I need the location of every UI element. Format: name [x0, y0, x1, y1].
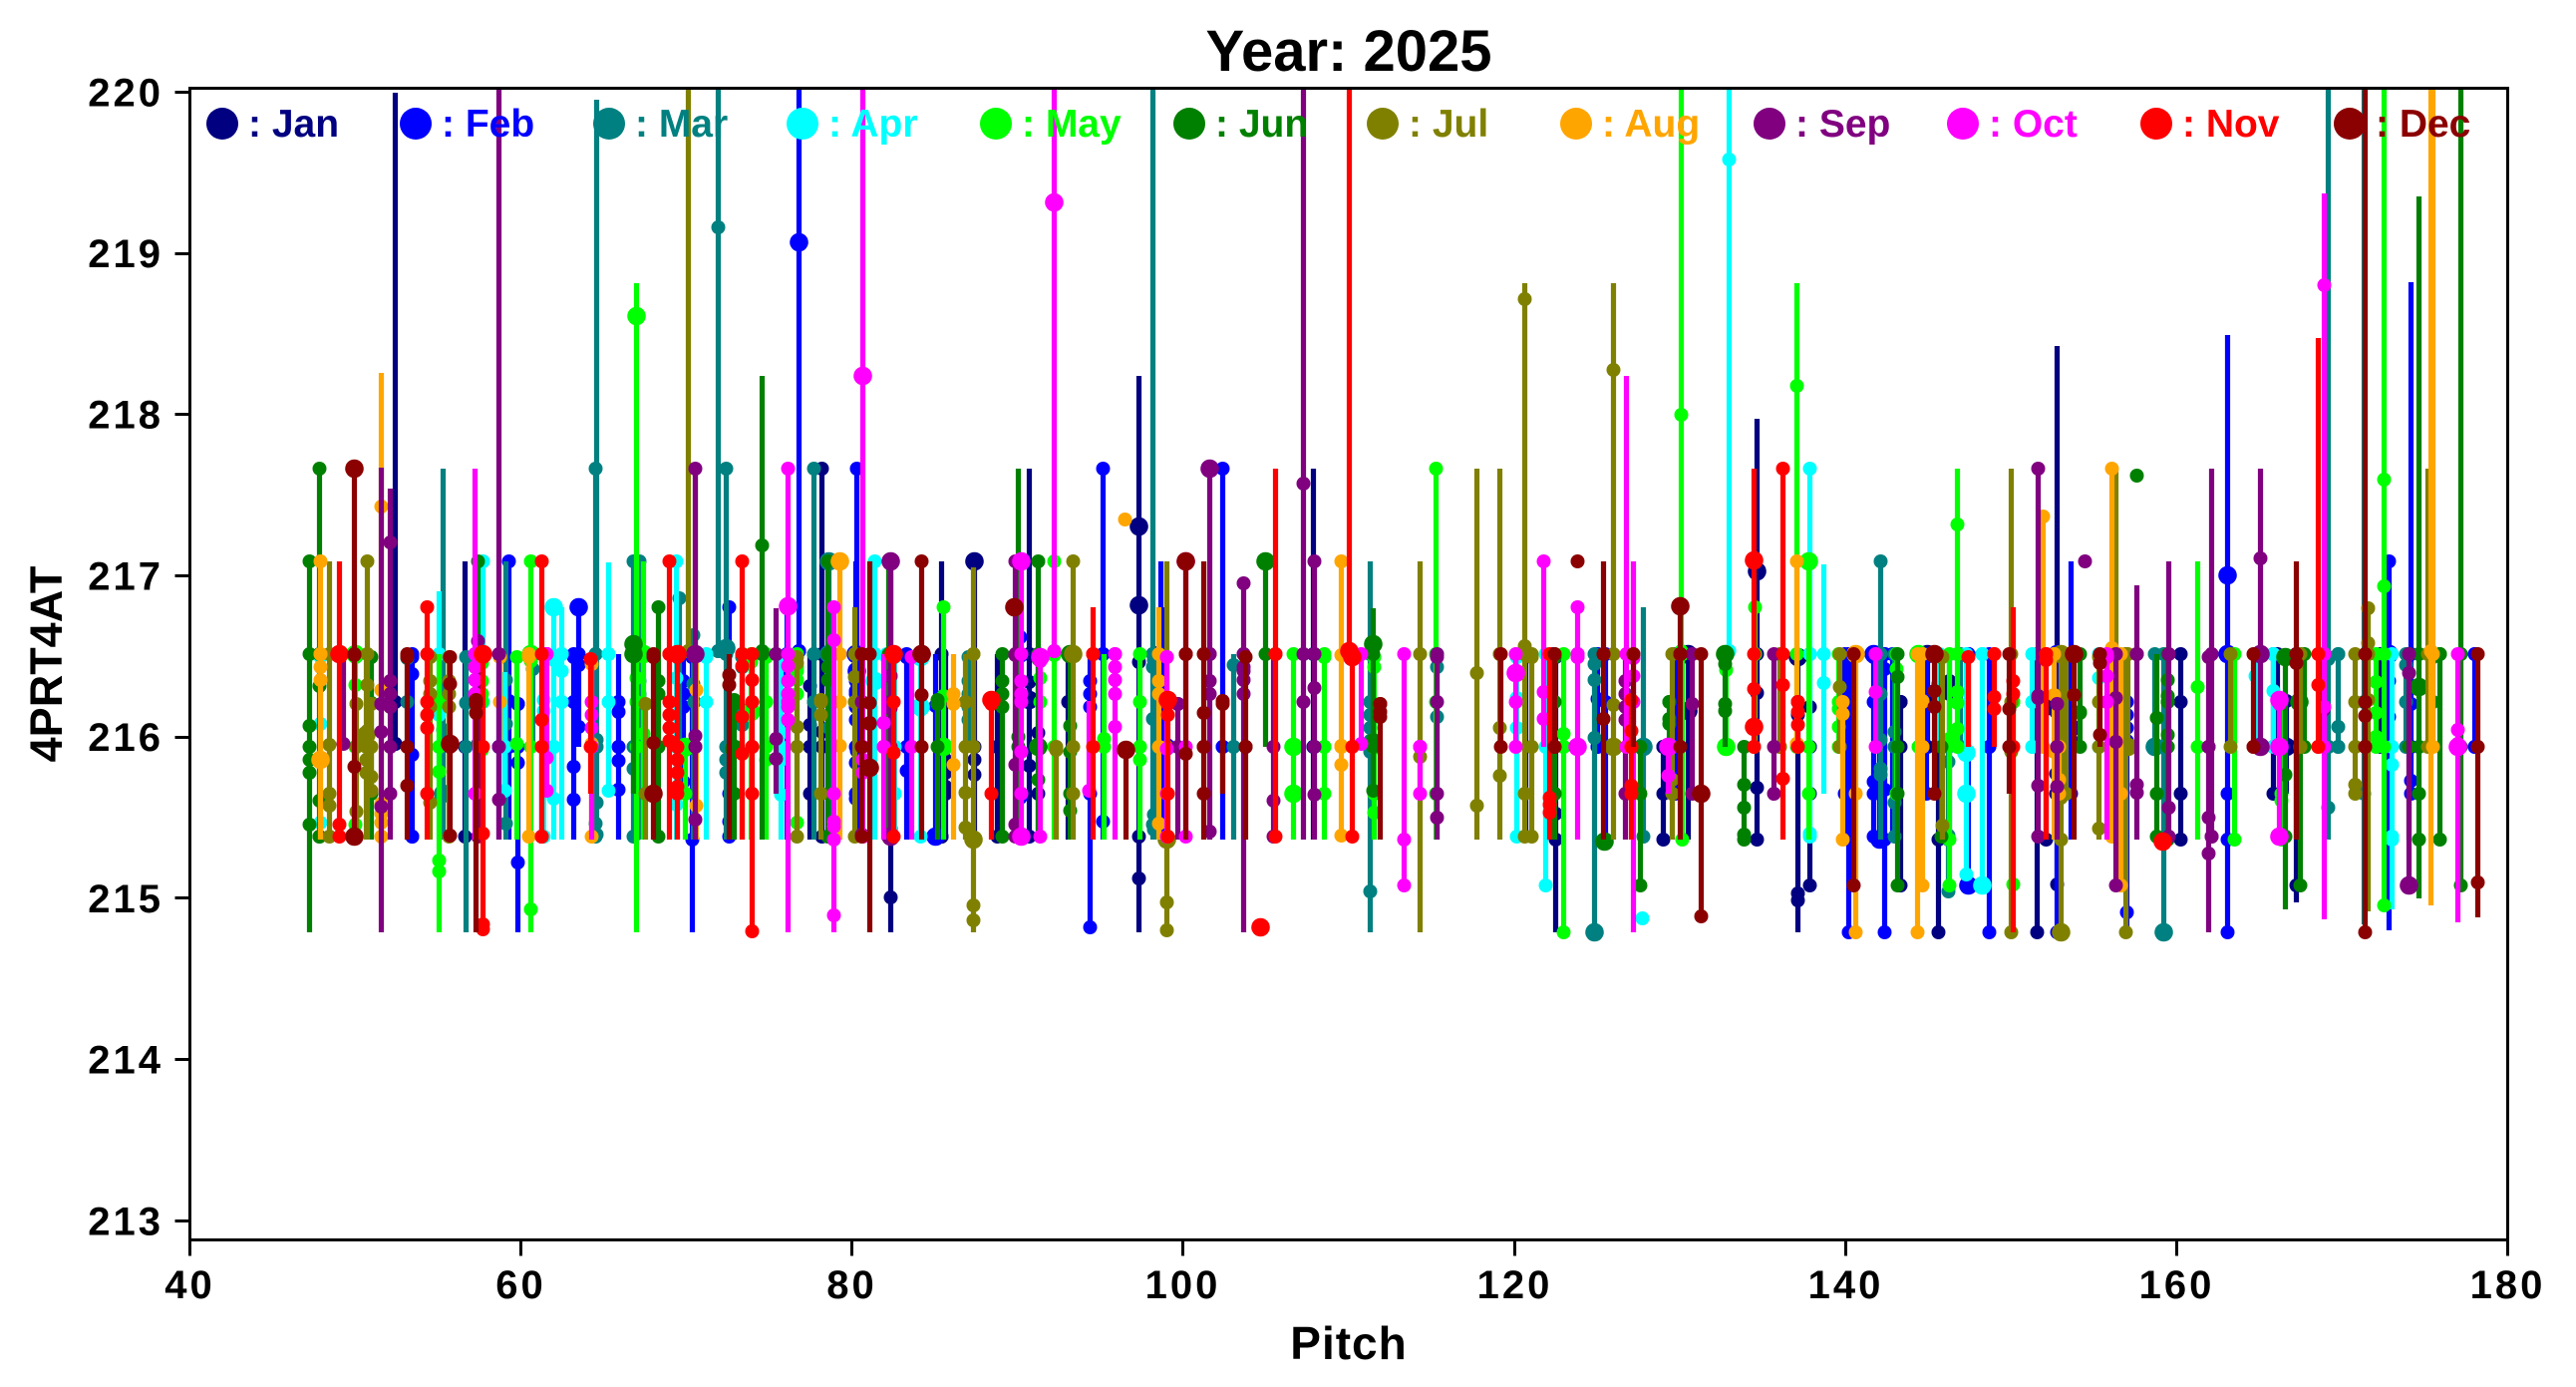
svg-text:Year: 2025: Year: 2025	[1205, 19, 1491, 84]
svg-text:: Mar: : Mar	[635, 103, 728, 146]
svg-text:100: 100	[1145, 1263, 1221, 1307]
svg-text:4PRT4AT: 4PRT4AT	[21, 566, 72, 763]
svg-text:80: 80	[826, 1263, 877, 1307]
svg-text:: Jun: : Jun	[1215, 103, 1308, 146]
svg-text:219: 219	[88, 232, 163, 276]
svg-text:220: 220	[88, 71, 163, 115]
svg-text:214: 214	[88, 1039, 163, 1083]
svg-text:40: 40	[164, 1263, 215, 1307]
svg-text:: Apr: : Apr	[828, 103, 918, 146]
svg-text:: Nov: : Nov	[2182, 103, 2280, 146]
svg-text:217: 217	[88, 554, 163, 598]
svg-text:: May: : May	[1022, 103, 1122, 146]
svg-text:: Oct: : Oct	[1989, 103, 2078, 146]
svg-text:: Jan: : Jan	[248, 103, 339, 146]
svg-text:213: 213	[88, 1200, 163, 1243]
svg-text:: Feb: : Feb	[442, 103, 534, 146]
svg-text:140: 140	[1808, 1263, 1884, 1307]
svg-text:160: 160	[2139, 1263, 2215, 1307]
svg-text:60: 60	[495, 1263, 546, 1307]
svg-text:Pitch: Pitch	[1290, 1317, 1407, 1369]
svg-text:: Jul: : Jul	[1409, 103, 1488, 146]
svg-text:216: 216	[88, 716, 163, 760]
svg-text:180: 180	[2470, 1263, 2546, 1307]
svg-text:: Aug: : Aug	[1602, 103, 1700, 146]
svg-text:120: 120	[1477, 1263, 1553, 1307]
svg-text:215: 215	[88, 877, 163, 921]
svg-text:218: 218	[88, 394, 163, 438]
svg-text:: Sep: : Sep	[1795, 103, 1890, 146]
svg-text:: Dec: : Dec	[2376, 103, 2470, 146]
